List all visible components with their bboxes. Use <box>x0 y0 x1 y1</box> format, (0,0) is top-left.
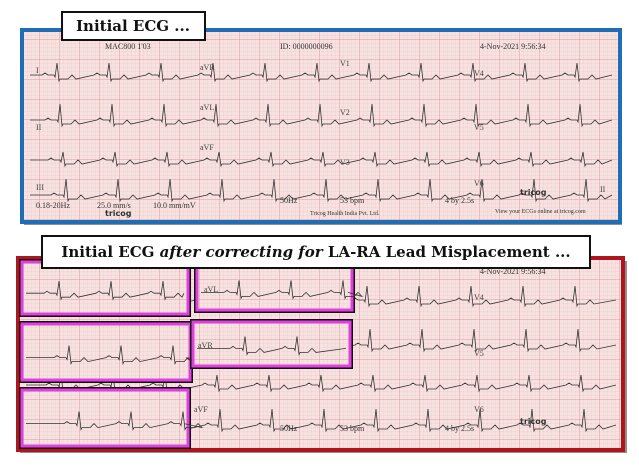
footer-text: 4 by 2.5s <box>445 196 474 205</box>
callout-box <box>20 322 192 382</box>
website: View your ECGs online at tricog.com <box>495 209 586 215</box>
callout-box <box>20 388 190 448</box>
callout-box <box>19 387 191 449</box>
footer-text: 10.0 mm/mV <box>153 201 196 210</box>
ecg-trace <box>201 280 364 300</box>
ecg-trace <box>30 178 613 203</box>
ecg-trace <box>197 336 347 356</box>
lead-label: II <box>36 123 42 132</box>
traces <box>30 62 613 203</box>
title-part: after correcting for <box>160 243 324 261</box>
callout-box <box>191 320 352 368</box>
lead-label: aVF <box>194 405 208 414</box>
lead-label: aVR <box>198 341 213 350</box>
title: Initial ECG ... <box>76 17 190 35</box>
title-part: Initial ECG <box>61 243 159 261</box>
ecg-trace <box>30 151 613 168</box>
callout-box <box>20 260 190 316</box>
lead-label: V4 <box>474 69 484 78</box>
header-device: MAC800 1'03 <box>105 42 151 51</box>
footer-text: 53 bpm <box>340 196 365 205</box>
ecg-trace <box>26 345 193 365</box>
ecg-trace <box>26 281 185 301</box>
footer-text: 50Hz <box>280 196 298 205</box>
lead-label: V1 <box>340 59 350 68</box>
title-part: LA-RA Lead Misplacement ... <box>323 243 571 261</box>
footer-text: 0.18-20Hz <box>36 201 70 210</box>
brand: tricog <box>105 209 132 218</box>
callout-box <box>195 264 354 312</box>
lead-label: aVL <box>200 103 214 112</box>
ecg-trace <box>26 411 204 431</box>
title: Initial ECG after correcting for LA-RA L… <box>61 243 570 261</box>
header-date: 4-Nov-2021 9:56:34 <box>480 42 546 51</box>
ecg-trace <box>30 103 613 128</box>
lead-label: V6 <box>474 405 484 414</box>
brand: tricog <box>520 417 547 426</box>
lead-label: aVL <box>204 285 218 294</box>
ecg-panel <box>20 28 622 224</box>
header-date: 4-Nov-2021 9:56:34 <box>480 267 546 276</box>
brand: tricog <box>520 188 547 197</box>
lead-label: III <box>36 183 44 192</box>
lead-label: V6 <box>474 179 484 188</box>
lead-label: V3 <box>340 158 350 167</box>
company: Tricog Health India Pvt. Ltd. <box>310 211 380 217</box>
callout-box <box>190 319 353 369</box>
lead-label: aVF <box>200 143 214 152</box>
callouts <box>19 259 364 449</box>
lead-label: V2 <box>340 108 350 117</box>
footer-text: 25.0 mm/s <box>97 201 131 210</box>
footer-text: 50Hz <box>280 424 298 433</box>
footer-text: 53 bpm <box>340 424 365 433</box>
title-box <box>41 235 591 269</box>
footer-text: 4 by 2.5s <box>445 424 474 433</box>
lead-label: V4 <box>474 293 484 302</box>
ecg-trace <box>30 62 613 83</box>
title-box <box>61 11 206 41</box>
lead-label: V5 <box>474 123 484 132</box>
lead-label: V5 <box>474 349 484 358</box>
lead-label: II <box>600 185 606 194</box>
lead-label: aVR <box>200 63 215 72</box>
lead-label: I <box>36 66 39 75</box>
header-id: ID: 0000000096 <box>280 42 333 51</box>
